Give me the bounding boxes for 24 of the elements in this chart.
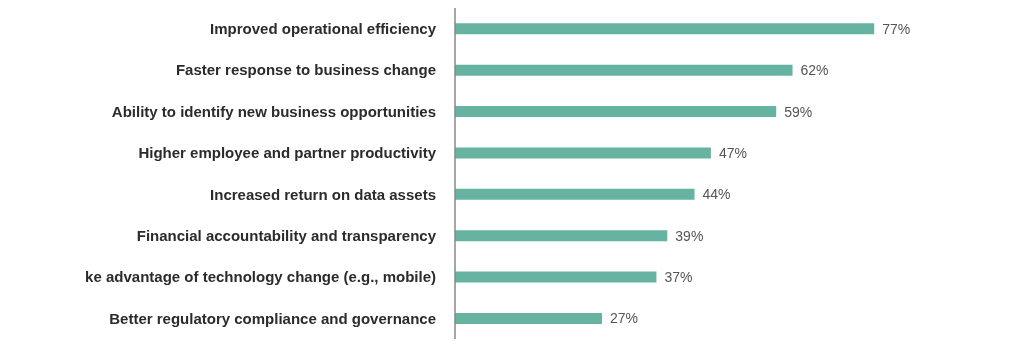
y-tick-label: ke advantage of technology change (e.g., mobile) [85, 268, 436, 286]
data-label: 77% [882, 20, 911, 37]
y-tick-label: Better regulatory compliance and governance [109, 309, 436, 327]
data-label: 39% [675, 227, 704, 244]
data-label: 27% [609, 310, 639, 327]
data-label: 62% [800, 62, 829, 79]
data-label: 37% [664, 269, 693, 286]
y-tick-label: Increased return on data assets [210, 185, 436, 203]
data-label: 44% [702, 186, 731, 203]
bar [455, 147, 711, 159]
y-tick-label: Higher employee and partner productivity [138, 144, 437, 162]
bar [455, 230, 668, 242]
bar [455, 64, 793, 76]
bar [455, 23, 875, 35]
bar [455, 271, 657, 283]
y-tick-label: Financial accountability and transparency [136, 226, 437, 244]
data-label: 47% [718, 144, 747, 161]
bar [455, 188, 695, 200]
y-tick-label: Improved operational efficiency [210, 20, 437, 38]
data-label: 59% [784, 103, 813, 120]
bar [455, 106, 777, 118]
y-tick-label: Ability to identify new business opportunities [111, 102, 436, 120]
y-tick-label: Faster response to business change [175, 61, 436, 79]
bar [455, 312, 602, 324]
